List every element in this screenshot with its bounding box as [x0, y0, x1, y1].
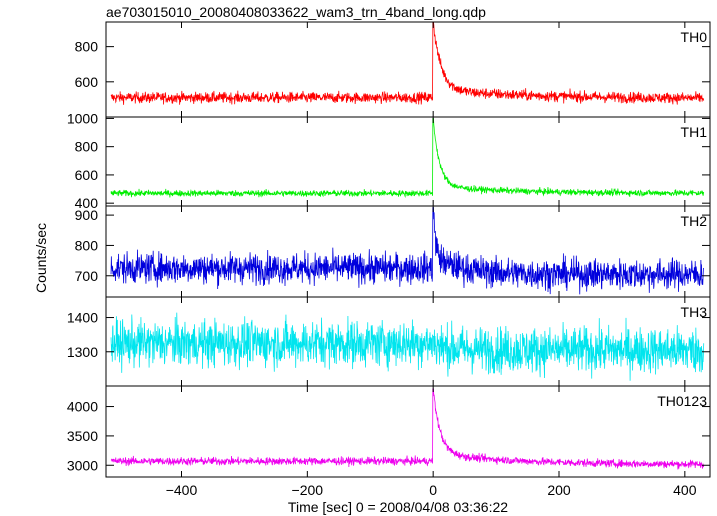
series-line-th0	[110, 22, 705, 105]
panel-label-th1: TH1	[681, 124, 708, 140]
series-line-th3	[110, 312, 705, 381]
panel-frame	[105, 21, 711, 118]
x-tick-label: −200	[292, 482, 324, 498]
x-tick-label: 200	[547, 482, 571, 498]
panel-th0: 600 800 TH0	[75, 21, 711, 118]
y-tick-label: 600	[75, 167, 99, 183]
panel-frame	[105, 205, 711, 298]
panel-label-th0123: TH0123	[657, 393, 707, 409]
series-line-th0123	[110, 388, 705, 470]
panel-th1: 400 600 800 1000 TH1	[67, 110, 711, 211]
series-line-th1	[110, 118, 705, 198]
y-tick-label: 900	[75, 207, 99, 223]
panel-label-th3: TH3	[681, 304, 708, 320]
y-tick-label: 700	[75, 268, 99, 284]
y-tick-label: 800	[75, 139, 99, 155]
panels-group: 600 800 TH0 400 600 800 1000 TH1 700 800 900 TH2 130…	[67, 21, 711, 478]
panel-label-th0: TH0	[681, 29, 708, 45]
y-tick-label: 3000	[67, 457, 98, 473]
x-tick-label: 400	[673, 482, 697, 498]
panel-label-th2: TH2	[681, 213, 708, 229]
x-axis: −400 −200 0 200 400	[166, 482, 697, 498]
y-axis-title: Counts/sec	[33, 223, 49, 293]
panel-th2: 700 800 900 TH2	[75, 205, 711, 298]
y-tick-label: 800	[75, 39, 99, 55]
x-tick-label: 0	[429, 482, 437, 498]
panel-th3: 1300 1400 TH3	[67, 296, 711, 387]
y-tick-label: 4000	[67, 399, 98, 415]
y-tick-label: 400	[75, 195, 99, 211]
x-axis-title: Time [sec] 0 = 2008/04/08 03:36:22	[288, 499, 508, 515]
series-line-th2	[110, 207, 705, 295]
y-tick-label: 1400	[67, 310, 98, 326]
panel-frame	[105, 385, 711, 478]
y-tick-label: 1000	[67, 110, 98, 126]
y-tick-label: 800	[75, 237, 99, 253]
y-tick-label: 3500	[67, 428, 98, 444]
y-tick-label: 600	[75, 74, 99, 90]
chart-title: ae703015010_20080408033622_wam3_trn_4ban…	[106, 4, 486, 20]
x-tick-label: −400	[166, 482, 198, 498]
panel-th0123: 3000 3500 4000 TH0123	[67, 385, 711, 478]
y-tick-label: 1300	[67, 344, 98, 360]
